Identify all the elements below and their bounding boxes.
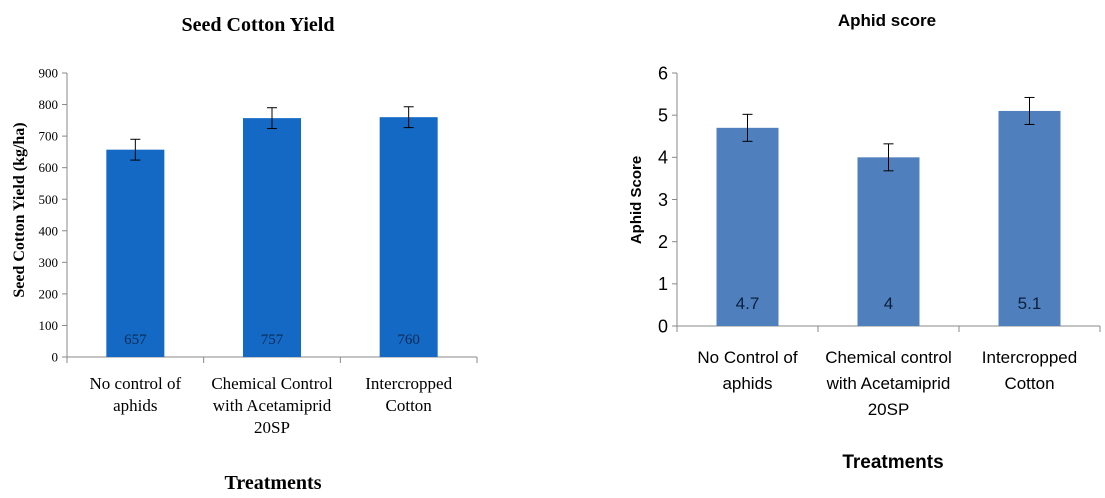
- y-tick-label: 6: [658, 63, 668, 83]
- bar: [857, 157, 920, 326]
- y-tick-label: 5: [658, 105, 668, 125]
- y-tick-label: 400: [39, 223, 59, 238]
- x-tick-label-line: Cotton: [386, 396, 433, 415]
- data-label: 657: [124, 332, 147, 348]
- x-tick-label-line: 20SP: [254, 418, 290, 437]
- y-axis-label: Seed Cotton Yield (kg/ha): [11, 122, 28, 297]
- y-axis-label: Aphid Score: [628, 156, 645, 244]
- y-tick-label: 0: [658, 316, 668, 336]
- aphid-score-chart: Aphid score Aphid Score Treatments 0 1 2 3 4…: [628, 11, 1101, 473]
- y-tick-label: 2: [658, 232, 668, 252]
- x-tick-label-line: with Acetamiprid: [826, 374, 951, 393]
- data-label: 5.1: [1018, 294, 1042, 313]
- data-label: 4: [884, 294, 893, 313]
- x-tick-label-line: Chemical Control: [211, 374, 333, 393]
- axes: 0 100 200 300 400 500 600 700 800 900 No control o…: [39, 66, 478, 437]
- y-tick-label: 900: [39, 66, 59, 81]
- chart-title: Seed Cotton Yield: [182, 14, 335, 36]
- bars: 657 757 760: [106, 106, 438, 357]
- y-tick-label: 300: [39, 255, 59, 270]
- bar: [106, 149, 165, 357]
- bar: [716, 127, 779, 326]
- y-tick-label: 3: [658, 190, 668, 210]
- x-tick-label-line: aphids: [113, 396, 157, 415]
- y-tick-label: 800: [39, 97, 59, 112]
- data-label: 757: [261, 332, 284, 348]
- x-axis-label: Treatments: [842, 452, 943, 473]
- x-tick-label: No Control of aphids: [697, 348, 797, 393]
- y-tick-label: 0: [52, 350, 59, 365]
- y-tick-label: 1: [658, 274, 668, 294]
- x-tick-label: Chemical control with Acetamiprid 20SP: [825, 348, 952, 419]
- bar: [998, 110, 1061, 326]
- y-tick-label: 100: [39, 318, 59, 333]
- y-tick-label: 700: [39, 129, 59, 144]
- x-tick-label: No control of aphids: [90, 374, 182, 415]
- x-tick-label-line: Cotton: [1004, 374, 1054, 393]
- data-label: 4.7: [736, 294, 760, 313]
- seed-cotton-yield-chart: Seed Cotton Yield Seed Cotton Yield (kg/…: [11, 14, 478, 494]
- x-tick-label: Intercropped Cotton: [365, 374, 452, 415]
- x-tick-label-line: Intercropped: [365, 374, 452, 393]
- y-tick-label: 500: [39, 192, 59, 207]
- x-tick-label-line: Intercropped: [982, 348, 1077, 367]
- axes: 0 1 2 3 4 5 6 No Control of aphids Chemical contr…: [658, 63, 1101, 419]
- y-tick-label: 600: [39, 160, 59, 175]
- x-tick-label-line: aphids: [722, 374, 772, 393]
- bar: [379, 117, 438, 357]
- y-tick-label: 4: [658, 148, 668, 168]
- x-tick-label-line: with Acetamiprid: [213, 396, 332, 415]
- x-tick-label-line: Chemical control: [825, 348, 952, 367]
- x-tick-label-line: No control of: [90, 374, 182, 393]
- x-tick-label: Intercropped Cotton: [982, 348, 1077, 393]
- y-tick-label: 200: [39, 286, 59, 301]
- x-tick-label-line: No Control of: [697, 348, 797, 367]
- chart-title: Aphid score: [838, 11, 936, 30]
- data-label: 760: [397, 332, 420, 348]
- bars: 4.7 4 5.1: [716, 96, 1061, 326]
- x-tick-label: Chemical Control with Acetamiprid 20SP: [211, 374, 333, 437]
- x-axis-label: Treatments: [224, 472, 321, 494]
- x-tick-label-line: 20SP: [868, 400, 910, 419]
- bar: [243, 118, 301, 357]
